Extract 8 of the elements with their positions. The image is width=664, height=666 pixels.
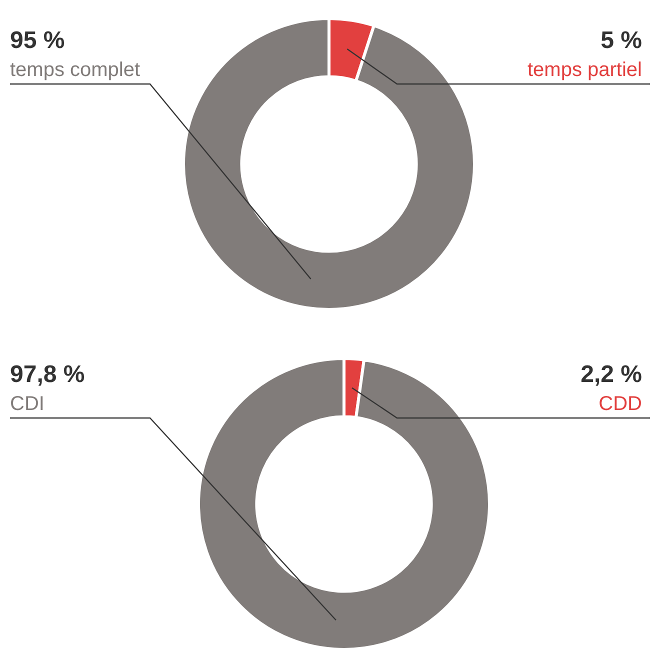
data-label: 2,2 % [580,361,642,388]
data-label: 95 % [10,27,65,54]
slice-label: temps complet [10,59,140,81]
slice-label: CDI [10,393,44,415]
slice-label: CDD [598,393,642,415]
data-label: 5 % [600,27,642,54]
slice-label: temps partiel [528,59,642,81]
data-label: 97,8 % [10,361,85,388]
